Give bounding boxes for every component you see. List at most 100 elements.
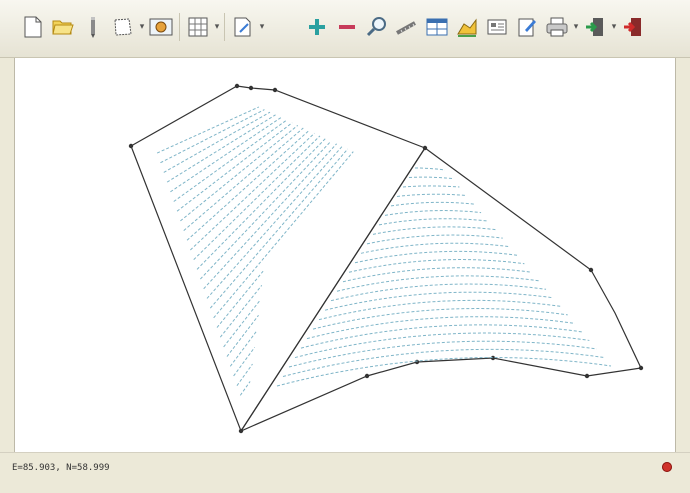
left-field-pass-line (173, 119, 287, 202)
export-dropdown[interactable]: ▾ (258, 12, 266, 42)
left-field-pass-line (209, 148, 349, 309)
view-mode-button[interactable] (146, 12, 176, 42)
field-button[interactable] (452, 12, 482, 42)
left-field-pass-line (239, 381, 251, 396)
field-icon (457, 18, 477, 37)
new-document-icon (24, 16, 42, 38)
open-folder-icon (52, 20, 74, 35)
left-field-pass-line (193, 135, 321, 261)
boundary-vertex-marker (584, 373, 590, 379)
right-field-pass-line (414, 167, 446, 171)
boundary-vertex-marker (238, 428, 244, 434)
table-icon (426, 18, 448, 36)
left-field-pass-line (229, 330, 258, 367)
left-field-pass-line (166, 114, 276, 183)
boundary-vertex-marker (364, 373, 370, 379)
left-field-pass-line (206, 146, 343, 299)
quit-button[interactable] (618, 12, 648, 42)
right-field-pass-line (342, 267, 532, 283)
right-field-pass-line (354, 250, 518, 264)
select-area-dropdown[interactable]: ▾ (138, 12, 146, 42)
status-indicator-icon (662, 462, 672, 472)
status-bar: E=85.903, N=58.999 (0, 452, 690, 493)
boundary-vertex-marker (414, 359, 420, 365)
export-button[interactable] (228, 12, 258, 42)
map-canvas[interactable] (14, 58, 676, 452)
toolbar-separator (179, 13, 180, 41)
exit-button[interactable] (580, 12, 610, 42)
grid-icon (188, 17, 208, 37)
zoom-out-button[interactable] (332, 12, 362, 42)
print-button[interactable] (542, 12, 572, 42)
select-area-button[interactable] (108, 12, 138, 42)
grid-dropdown[interactable]: ▾ (213, 12, 221, 42)
left-field-pass-line (190, 132, 315, 251)
right-field-pass-line (348, 259, 525, 273)
data-button[interactable] (482, 12, 512, 42)
left-field-pass-line (180, 124, 299, 222)
export-icon (234, 17, 251, 37)
new-file-button[interactable] (18, 12, 48, 42)
select-area-icon (114, 18, 132, 36)
plus-icon (309, 19, 325, 35)
quit-icon (624, 18, 641, 36)
measure-icon (396, 21, 416, 35)
right-field-pass-line (318, 299, 561, 321)
zoom-search-button[interactable] (362, 12, 392, 42)
boundary-vertex-marker (422, 145, 428, 151)
left-field-pass-line (213, 151, 354, 319)
left-field-pass-line (183, 127, 304, 231)
zoom-in-button[interactable] (302, 12, 332, 42)
toolbar-group-file: ▾ ▾ ▾ (18, 10, 266, 44)
left-field-pass-line (156, 106, 260, 154)
chevron-down-icon: ▾ (139, 22, 145, 32)
chevron-down-icon: ▾ (573, 22, 579, 32)
right-field-pass-line (384, 210, 482, 216)
toolbar-group-view: ▾ ▾ (302, 10, 648, 44)
right-field-pass-line (324, 291, 554, 311)
right-field-pass-line (306, 316, 575, 340)
left-field-pass-line (236, 363, 253, 386)
left-field-pass-line (163, 111, 271, 173)
boundary-vertex-marker (490, 355, 496, 361)
toolbar: ▾ ▾ ▾ (0, 0, 690, 58)
right-field-pass-line (294, 332, 590, 359)
boundary-vertex-marker (128, 143, 134, 149)
open-file-button[interactable] (48, 12, 78, 42)
toolbar-separator (224, 13, 225, 41)
pen-icon (91, 17, 95, 38)
edit-button[interactable] (512, 12, 542, 42)
right-field-pass-line (288, 340, 597, 368)
right-field-pass-line (300, 324, 583, 349)
pen-tool-button[interactable] (78, 12, 108, 42)
boundary-vertex-marker (272, 87, 278, 93)
right-field-pass-line (360, 242, 511, 254)
left-field-pass-line (219, 285, 263, 338)
exit-dropdown[interactable]: ▾ (610, 12, 618, 42)
table-button[interactable] (422, 12, 452, 42)
right-field-pass-line (366, 234, 503, 245)
boundary-vertex-marker (638, 365, 644, 371)
printer-icon (546, 17, 568, 37)
minus-icon (339, 25, 355, 29)
field-drawing (128, 83, 644, 434)
right-field-pass-line (408, 176, 453, 180)
print-dropdown[interactable]: ▾ (572, 12, 580, 42)
left-field-pass-line (196, 138, 326, 270)
measure-button[interactable] (392, 12, 422, 42)
data-card-icon (487, 19, 507, 35)
left-field-pass-line (233, 346, 256, 377)
magnifier-icon (366, 17, 386, 37)
grid-button[interactable] (183, 12, 213, 42)
left-field-pass-line (226, 314, 259, 357)
right-field-pass-line (282, 348, 604, 378)
right-field-pass-line (402, 185, 460, 188)
left-field-pass-line (200, 140, 332, 280)
left-field-pass-line (176, 122, 293, 212)
chevron-down-icon: ▾ (259, 22, 265, 32)
exit-icon (586, 18, 603, 36)
left-field-pass-line (186, 130, 310, 241)
right-field-pass-line (390, 201, 474, 207)
edit-icon (518, 18, 536, 37)
boundary-vertex-marker (588, 267, 594, 273)
